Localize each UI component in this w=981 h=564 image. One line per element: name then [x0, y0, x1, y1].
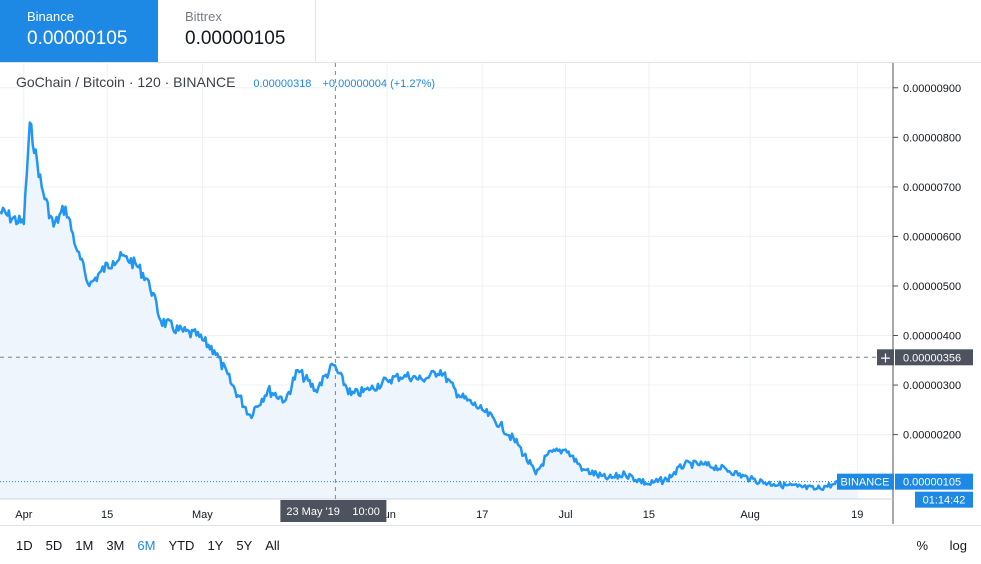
y-tick-label: 0.00000200	[903, 430, 961, 442]
price-chart[interactable]: 0.00000200 0.00000300 0.00000400 0.00000500…	[0, 63, 981, 525]
tab-binance-name: Binance	[27, 9, 74, 24]
range-button-5y[interactable]: 5Y	[236, 538, 253, 553]
x-tick-label: Apr	[15, 509, 32, 521]
tab-bittrex-price: 0.00000105	[185, 28, 286, 49]
exchange-label-bg	[837, 473, 894, 490]
percent-toggle[interactable]: %	[916, 538, 929, 553]
range-button-all[interactable]: All	[265, 538, 280, 553]
y-tick-label: 0.00000700	[903, 182, 961, 194]
crosshair-price-label: 0.00000356	[903, 352, 961, 364]
tab-binance-price: 0.00000105	[27, 28, 128, 49]
y-tick-label: 0.00000500	[903, 281, 961, 293]
price-series-line	[0, 121, 859, 492]
tab-bittrex-name: Bittrex	[185, 9, 222, 24]
y-tick-label: 0.00000600	[903, 231, 961, 243]
exchange-tabs: Binance 0.00000105 Bittrex 0.00000105	[0, 0, 316, 62]
log-toggle[interactable]: log	[949, 538, 967, 553]
last-price-label-bg	[895, 473, 973, 490]
change-value: +0.00000004 (+1.27%)	[322, 78, 436, 90]
crosshair-date-bg	[280, 500, 387, 522]
scale-options: % log	[898, 538, 967, 553]
range-button-1d[interactable]: 1D	[16, 538, 33, 553]
y-tick-label: 0.00000300	[903, 380, 961, 392]
range-toolbar: 1D 5D 1M 3M 6M YTD 1Y 5Y All % log	[0, 525, 981, 564]
range-buttons: 1D 5D 1M 3M 6M YTD 1Y 5Y All	[16, 538, 293, 553]
range-button-1y[interactable]: 1Y	[207, 538, 224, 553]
range-button-1m[interactable]: 1M	[75, 538, 94, 553]
x-tick-label: Aug	[740, 509, 760, 521]
last-value: 0.00000318	[253, 78, 312, 90]
crosshair-plus-icon: +	[880, 350, 892, 366]
price-area-fill	[0, 122, 858, 499]
x-tick-label: Jul	[559, 509, 573, 521]
range-button-5d[interactable]: 5D	[45, 538, 63, 553]
tab-bittrex[interactable]: Bittrex 0.00000105	[158, 0, 316, 62]
y-tick-label: 0.00000800	[903, 132, 961, 144]
range-button-3m[interactable]: 3M	[106, 538, 125, 553]
bar-countdown: 01:14:42	[923, 495, 966, 507]
x-tick-label: 15	[101, 509, 113, 521]
y-tick-label: 0.00000400	[903, 331, 961, 343]
last-price-label: 0.00000105	[903, 477, 961, 489]
exchange-label: BINANCE	[841, 477, 890, 489]
header-divider	[0, 62, 981, 63]
crosshair-overlay: BINANCE 0.00000105 01:14:42 + 0.00000356 23 M…	[0, 63, 973, 522]
crosshair-time-label: 10:00	[352, 506, 380, 518]
time-axis-labels: Apr 15 May Jun 17 Jul 15 Aug 19	[0, 498, 893, 521]
x-tick-label: 17	[476, 509, 488, 521]
chart-legend: GoChain / Bitcoin · 120 · BINANCE 0.0000…	[16, 74, 443, 90]
countdown-bg	[915, 491, 973, 508]
range-button-ytd[interactable]: YTD	[168, 538, 195, 553]
x-tick-label: May	[192, 509, 213, 521]
crosshair-plus-bg	[877, 349, 894, 366]
legend-values: 0.00000318 +0.00000004 (+1.27%)	[253, 78, 443, 90]
x-tick-label: 19	[851, 509, 863, 521]
price-axis-labels: 0.00000200 0.00000300 0.00000400 0.00000500…	[892, 63, 961, 524]
y-tick-label: 0.00000900	[903, 83, 961, 95]
x-tick-label: 15	[643, 509, 655, 521]
tab-binance[interactable]: Binance 0.00000105	[0, 0, 158, 62]
crosshair-date-label: 23 May '19	[286, 506, 339, 518]
crosshair-price-bg	[895, 349, 973, 366]
range-button-6m[interactable]: 6M	[137, 538, 156, 553]
symbol-title: GoChain / Bitcoin · 120 · BINANCE	[16, 74, 236, 90]
